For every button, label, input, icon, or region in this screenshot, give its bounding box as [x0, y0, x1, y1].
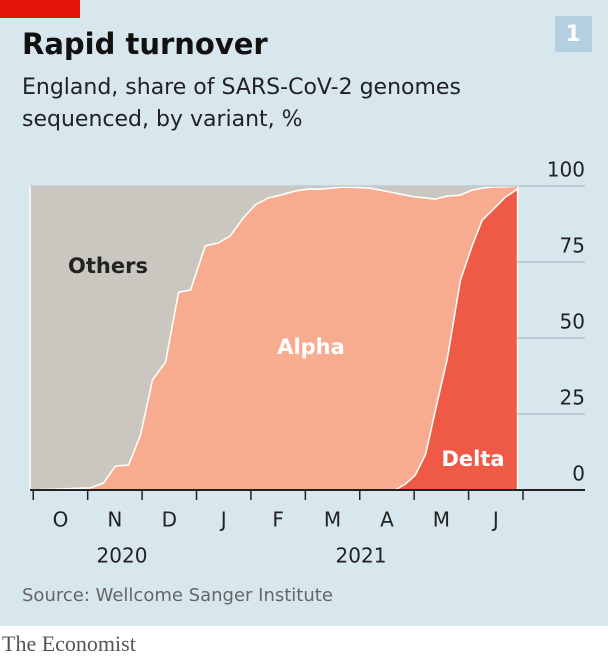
x-tick-label: D	[162, 508, 177, 532]
y-tick-label: 50	[560, 310, 585, 334]
source: Source: Wellcome Sanger Institute	[22, 585, 333, 606]
series-label: Others	[68, 254, 148, 278]
x-tick-label: J	[491, 508, 499, 532]
series-label: Delta	[441, 447, 504, 471]
chart-title: Rapid turnover	[22, 27, 268, 61]
x-tick-label: A	[380, 508, 394, 532]
y-tick-label: 100	[547, 158, 585, 182]
badge	[555, 16, 592, 52]
x-tick-label: J	[219, 508, 227, 532]
subtitle: sequenced, by variant, %	[22, 107, 303, 132]
y-tick-label: 0	[572, 462, 585, 486]
x-tick-label: O	[53, 508, 69, 532]
x-tick-label: F	[272, 508, 284, 532]
badge-number: 1	[565, 22, 580, 47]
year-label: 2021	[336, 544, 387, 568]
subtitle: England, share of SARS-CoV-2 genomes	[22, 75, 461, 100]
series-label: Alpha	[277, 335, 345, 359]
brand: The Economist	[2, 631, 136, 656]
y-tick-label: 25	[560, 386, 585, 410]
x-tick-label: M	[433, 508, 450, 532]
x-tick-label: N	[107, 508, 122, 532]
tag	[0, 0, 80, 18]
x-tick-label: M	[324, 508, 341, 532]
y-tick-label: 75	[560, 234, 585, 258]
year-label: 2020	[97, 544, 148, 568]
